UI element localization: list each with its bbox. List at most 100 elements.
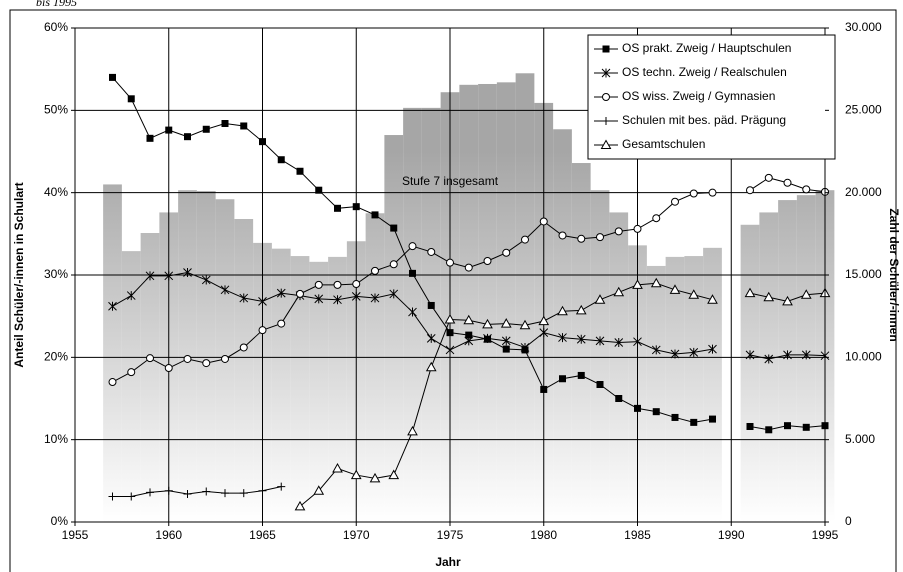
marker bbox=[389, 289, 399, 299]
marker bbox=[538, 315, 550, 326]
bar bbox=[478, 83, 497, 522]
marker bbox=[690, 418, 698, 426]
marker bbox=[314, 280, 323, 289]
bar bbox=[778, 200, 797, 522]
bar bbox=[365, 213, 385, 522]
marker bbox=[576, 334, 586, 344]
marker bbox=[483, 257, 492, 266]
marker bbox=[332, 462, 343, 473]
y-tick-label: 30% bbox=[44, 267, 68, 281]
marker bbox=[425, 361, 437, 372]
y2-tick-label: 20.000 bbox=[845, 185, 882, 199]
marker bbox=[652, 214, 661, 223]
marker bbox=[500, 318, 512, 328]
marker bbox=[109, 73, 116, 81]
marker bbox=[764, 173, 773, 182]
marker bbox=[220, 285, 230, 295]
bar bbox=[459, 84, 479, 522]
marker bbox=[802, 423, 810, 431]
marker bbox=[520, 342, 530, 352]
x-tick-label: 1990 bbox=[718, 528, 745, 542]
marker bbox=[240, 122, 248, 130]
legend-label: OS wiss. Zweig / Gymnasien bbox=[622, 89, 775, 103]
bar bbox=[646, 265, 666, 522]
bar bbox=[496, 82, 516, 522]
marker bbox=[183, 490, 192, 499]
marker bbox=[557, 305, 568, 316]
marker bbox=[707, 294, 718, 304]
marker bbox=[632, 279, 643, 289]
marker bbox=[108, 378, 117, 387]
annotation: Stufe 7 insgesamt bbox=[402, 174, 499, 188]
bar bbox=[515, 73, 535, 523]
legend-box bbox=[587, 34, 836, 160]
marker bbox=[601, 68, 611, 78]
marker bbox=[708, 188, 717, 197]
marker bbox=[127, 368, 136, 377]
marker bbox=[408, 242, 417, 251]
marker bbox=[483, 333, 492, 343]
marker bbox=[427, 247, 436, 256]
marker bbox=[296, 167, 304, 175]
marker bbox=[108, 492, 117, 501]
marker bbox=[294, 500, 306, 511]
marker bbox=[164, 271, 174, 281]
marker bbox=[689, 347, 699, 357]
marker bbox=[746, 422, 754, 430]
marker bbox=[446, 258, 454, 267]
marker bbox=[650, 277, 662, 288]
marker bbox=[221, 354, 229, 363]
marker bbox=[277, 156, 285, 164]
marker bbox=[352, 203, 360, 211]
marker bbox=[351, 291, 361, 301]
marker bbox=[765, 426, 773, 434]
marker bbox=[709, 415, 716, 423]
marker bbox=[146, 134, 154, 142]
marker bbox=[388, 469, 400, 480]
marker bbox=[708, 344, 717, 354]
marker bbox=[465, 331, 473, 339]
marker bbox=[634, 404, 641, 412]
marker bbox=[334, 204, 341, 212]
marker bbox=[258, 486, 267, 495]
y2-tick-label: 5.000 bbox=[845, 432, 875, 446]
marker bbox=[651, 345, 661, 355]
bar bbox=[590, 190, 610, 523]
marker bbox=[559, 375, 566, 383]
marker bbox=[502, 345, 510, 353]
marker bbox=[201, 275, 211, 285]
x-axis-title: Jahr bbox=[435, 555, 461, 569]
marker bbox=[689, 189, 698, 198]
marker bbox=[613, 286, 625, 297]
marker bbox=[146, 354, 154, 363]
marker bbox=[671, 413, 679, 421]
marker bbox=[427, 301, 435, 309]
marker bbox=[596, 381, 604, 389]
legend-label: Schulen mit bes. päd. Prägung bbox=[622, 113, 786, 127]
marker bbox=[313, 485, 325, 495]
marker bbox=[744, 287, 756, 298]
bar bbox=[309, 261, 329, 522]
marker bbox=[277, 482, 286, 491]
bar bbox=[121, 251, 141, 522]
marker bbox=[746, 186, 754, 195]
marker bbox=[540, 385, 548, 393]
marker bbox=[202, 359, 211, 368]
marker bbox=[127, 95, 135, 103]
marker bbox=[602, 117, 610, 125]
x-tick-label: 1965 bbox=[249, 528, 276, 542]
marker bbox=[464, 263, 473, 272]
bar bbox=[234, 219, 254, 522]
marker bbox=[763, 291, 775, 302]
x-tick-label: 1970 bbox=[343, 528, 370, 542]
marker bbox=[258, 296, 267, 306]
marker bbox=[146, 488, 154, 497]
y-axis-title: Anteil Schüler/-innen in Schulart bbox=[12, 182, 26, 367]
marker bbox=[539, 328, 549, 338]
marker bbox=[800, 289, 812, 299]
bar bbox=[103, 184, 122, 522]
marker bbox=[764, 354, 774, 364]
marker bbox=[594, 294, 606, 304]
marker bbox=[445, 345, 455, 355]
